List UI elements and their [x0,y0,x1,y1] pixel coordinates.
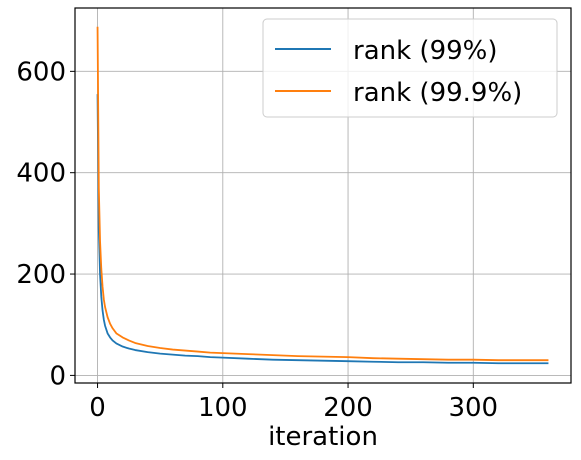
legend-box [262,18,558,118]
x-axis-label: iteration [268,422,378,452]
axis-ticks: 0 100 200 300 0 200 400 600 [16,57,498,423]
y-tick-label: 0 [49,361,66,391]
y-tick-label: 400 [16,159,66,189]
series-line-2 [96,26,549,362]
plot-frame [74,7,572,384]
series-lines [96,26,549,365]
x-tick-label: 0 [89,393,106,423]
x-tick-label: 300 [448,393,498,423]
legend: rank (99%) rank (99.9%) [262,18,558,118]
y-tick-label: 600 [16,57,66,87]
x-tick-label: 100 [198,393,248,423]
x-tick-label: 200 [323,393,373,423]
legend-label-2: rank (99.9%) [353,78,522,108]
y-tick-label: 200 [16,260,66,290]
series-line-1 [96,94,549,365]
legend-label-1: rank (99%) [353,36,498,66]
